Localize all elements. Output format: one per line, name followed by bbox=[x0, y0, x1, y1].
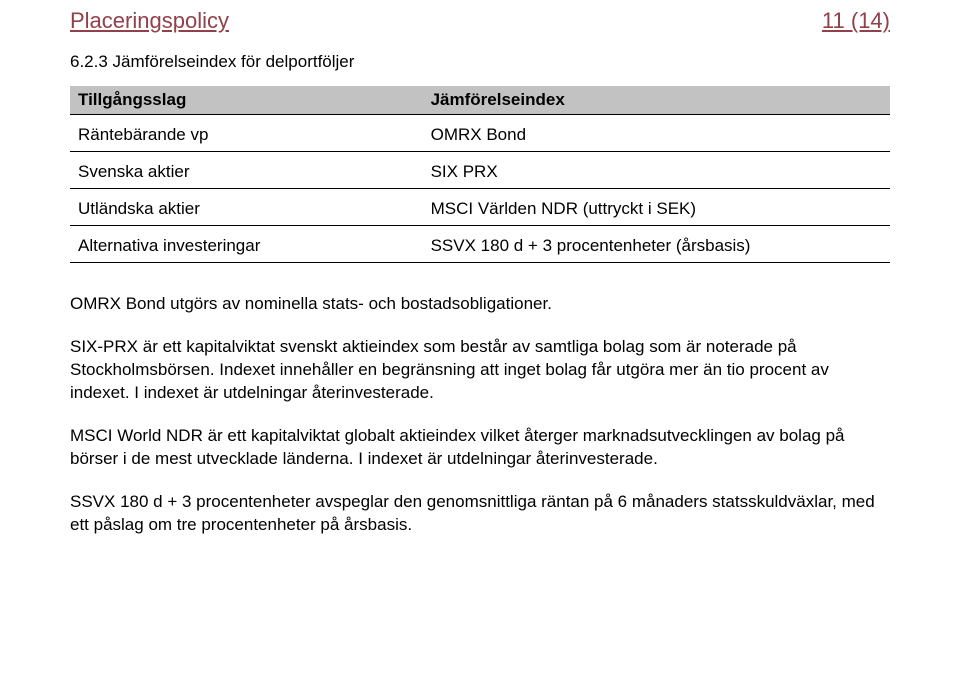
cell-index: MSCI Världen NDR (uttryckt i SEK) bbox=[423, 189, 890, 226]
cell-asset-class: Räntebärande vp bbox=[70, 115, 423, 152]
cell-asset-class: Alternativa investeringar bbox=[70, 226, 423, 263]
document-page: Placeringspolicy 11 (14) 6.2.3 Jämförels… bbox=[0, 0, 960, 577]
page-header: Placeringspolicy 11 (14) bbox=[70, 8, 890, 34]
cell-index: SIX PRX bbox=[423, 152, 890, 189]
cell-index: SSVX 180 d + 3 procentenheter (årsbasis) bbox=[423, 226, 890, 263]
cell-asset-class: Svenska aktier bbox=[70, 152, 423, 189]
table-row: Svenska aktier SIX PRX bbox=[70, 152, 890, 189]
page-number: 11 (14) bbox=[822, 8, 890, 34]
table-row: Räntebärande vp OMRX Bond bbox=[70, 115, 890, 152]
section-heading: 6.2.3 Jämförelseindex för delportföljer bbox=[70, 52, 890, 72]
cell-index: OMRX Bond bbox=[423, 115, 890, 152]
body-paragraph: SSVX 180 d + 3 procentenheter avspeglar … bbox=[70, 491, 890, 537]
body-paragraph: SIX-PRX är ett kapitalviktat svenskt akt… bbox=[70, 336, 890, 405]
comparison-index-table: Tillgångsslag Jämförelseindex Räntebäran… bbox=[70, 86, 890, 263]
body-paragraph: OMRX Bond utgörs av nominella stats- och… bbox=[70, 293, 890, 316]
cell-asset-class: Utländska aktier bbox=[70, 189, 423, 226]
doc-title: Placeringspolicy bbox=[70, 8, 229, 34]
table-header-asset-class: Tillgångsslag bbox=[70, 86, 423, 115]
table-row: Utländska aktier MSCI Världen NDR (uttry… bbox=[70, 189, 890, 226]
body-paragraph: MSCI World NDR är ett kapitalviktat glob… bbox=[70, 425, 890, 471]
table-header-index: Jämförelseindex bbox=[423, 86, 890, 115]
table-row: Alternativa investeringar SSVX 180 d + 3… bbox=[70, 226, 890, 263]
